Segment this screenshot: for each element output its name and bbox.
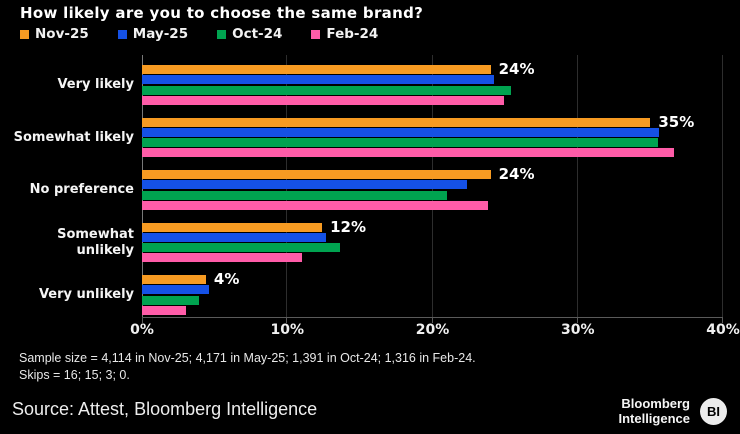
x-axis-tick: [722, 318, 723, 323]
bar-nov-25-very-unlikely: [142, 275, 206, 284]
bar-group-very-unlikely: [142, 275, 723, 316]
legend-item-nov-25: Nov-25: [20, 26, 89, 42]
bar-may-25-very-unlikely: [142, 285, 209, 295]
x-axis-tick-labels: 0% 10% 20% 30% 40%: [0, 322, 740, 340]
bloomberg-intelligence-logo: BI: [700, 398, 727, 425]
x-axis-tick: [431, 318, 433, 323]
legend-swatch-icon: [20, 29, 29, 39]
bar-nov-25-somewhat-unlikely: [142, 222, 323, 232]
x-tick-label-10: 10%: [270, 322, 305, 338]
bar-nov-25-somewhat-likely: [142, 117, 651, 127]
legend-label: Feb-24: [326, 26, 379, 42]
x-axis-tick: [142, 318, 143, 323]
brand-text: Bloomberg Intelligence: [618, 396, 690, 426]
category-label-no-preference: No preference: [29, 182, 134, 198]
bar-value-label: 24%: [498, 60, 535, 78]
legend-label: Nov-25: [35, 26, 89, 42]
bar-oct-24-no-preference: [142, 190, 448, 200]
gridline: [722, 55, 723, 318]
bar-nov-25-no-preference: [142, 170, 491, 179]
bar-feb-24-very-unlikely: [142, 305, 186, 315]
gridline: [576, 55, 578, 318]
x-tick-label-20: 20%: [415, 322, 450, 338]
category-label-line: unlikely: [76, 242, 134, 258]
category-label-somewhat-likely: Somewhat likely: [13, 129, 134, 145]
brand-line-2: Intelligence: [618, 411, 690, 426]
bar-value-label: 12%: [330, 217, 367, 236]
legend-item-may-25: May-25: [117, 26, 189, 42]
x-tick-label-40: 40%: [706, 322, 740, 338]
bar-feb-24-very-likely: [142, 95, 504, 105]
source-text: Source: Attest, Bloomberg Intelligence: [12, 399, 318, 419]
bar-oct-24-very-unlikely: [142, 295, 199, 305]
bar-group-very-likely: [142, 65, 723, 106]
legend-item-oct-24: Oct-24: [217, 26, 282, 42]
plot-area: 24% 35% 24% 12% 4%: [142, 55, 723, 323]
bar-group-somewhat-likely: [142, 117, 723, 159]
bar-feb-24-somewhat-likely: [142, 148, 674, 158]
bar-may-25-no-preference: [142, 180, 468, 190]
legend-label: May-25: [132, 26, 189, 42]
bar-oct-24-somewhat-likely: [142, 138, 658, 148]
category-label-very-likely: Very likely: [57, 77, 134, 93]
bar-nov-25-very-likely: [142, 65, 491, 74]
footnote-line-2: Skips = 16; 15; 3; 0.: [19, 367, 130, 382]
bar-feb-24-somewhat-unlikely: [142, 253, 302, 263]
bar-oct-24-very-likely: [142, 85, 511, 95]
x-axis-tick: [576, 318, 578, 323]
brand-line-1: Bloomberg: [621, 396, 690, 411]
x-tick-label-30: 30%: [560, 322, 595, 338]
chart-title: How likely are you to choose the same br…: [20, 4, 424, 22]
bar-feb-24-no-preference: [142, 200, 488, 210]
legend-label: Oct-24: [232, 26, 283, 42]
bar-group-no-preference: [142, 170, 723, 211]
bar-may-25-very-likely: [142, 75, 494, 85]
bar-may-25-somewhat-unlikely: [142, 232, 327, 242]
x-axis-tick: [286, 318, 288, 323]
legend-item-feb-24: Feb-24: [311, 26, 378, 42]
legend-swatch-icon: [311, 29, 321, 39]
x-tick-label-0: 0%: [130, 322, 154, 338]
legend: Nov-25 May-25 Oct-24 Feb-24: [20, 26, 378, 42]
footnote: Sample size = 4,114 in Nov-25; 4,171 in …: [19, 350, 476, 383]
footnote-line-1: Sample size = 4,114 in Nov-25; 4,171 in …: [19, 351, 476, 365]
x-axis-line: [142, 317, 723, 318]
bar-value-label: 4%: [213, 270, 240, 288]
legend-swatch-icon: [217, 29, 227, 39]
bar-oct-24-somewhat-unlikely: [142, 243, 340, 253]
legend-swatch-icon: [117, 29, 127, 39]
category-label-line: Somewhat: [57, 226, 134, 242]
bar-group-somewhat-unlikely: [142, 222, 723, 264]
bar-may-25-somewhat-likely: [142, 127, 660, 137]
category-label-very-unlikely: Very unlikely: [38, 287, 134, 303]
bar-value-label: 35%: [658, 112, 695, 131]
category-label-somewhat-unlikely: Somewhat unlikely: [0, 227, 134, 259]
bar-value-label: 24%: [498, 165, 535, 183]
y-axis-category-labels: Very likely Somewhat likely No preference S…: [0, 55, 134, 318]
